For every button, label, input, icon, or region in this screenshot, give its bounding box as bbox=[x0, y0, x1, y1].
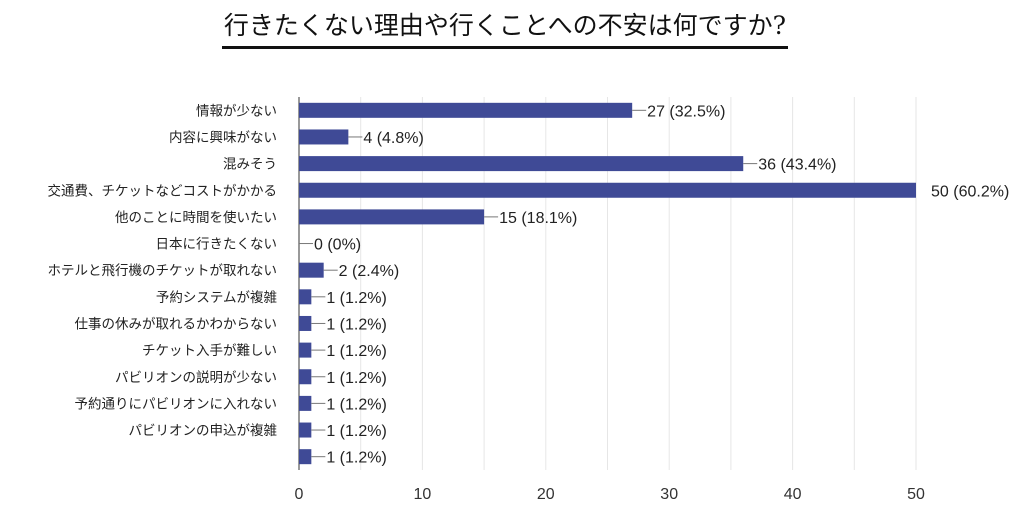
bar bbox=[299, 129, 349, 145]
data-label: 15 (18.1%) bbox=[499, 210, 577, 227]
data-label: 2 (2.4%) bbox=[339, 263, 399, 280]
category-label: 予約システムが複雑 bbox=[156, 289, 277, 306]
data-label: 1 (1.2%) bbox=[326, 396, 386, 413]
bar bbox=[299, 449, 312, 465]
bar bbox=[299, 289, 312, 305]
data-label: 1 (1.2%) bbox=[326, 290, 386, 307]
category-label: 他のことに時間を使いたい bbox=[115, 209, 277, 226]
bar bbox=[299, 315, 312, 331]
category-label: パビリオンの説明が少ない bbox=[115, 370, 277, 386]
data-label: 1 (1.2%) bbox=[326, 450, 386, 467]
category-label: 情報が少ない bbox=[196, 103, 277, 119]
bar bbox=[299, 102, 633, 118]
category-label: 混みそう bbox=[223, 157, 277, 173]
category-label: パビリオンの申込が複雑 bbox=[129, 422, 278, 439]
bar bbox=[299, 422, 312, 438]
bar bbox=[299, 182, 916, 198]
category-label: チケット入手が難しい bbox=[142, 343, 277, 359]
chart-title-text: 行きたくない理由や行くことへの不安は何ですか? bbox=[221, 6, 789, 49]
x-tick-label: 30 bbox=[660, 486, 678, 503]
x-tick-label: 10 bbox=[414, 486, 432, 503]
data-label: 1 (1.2%) bbox=[326, 316, 386, 333]
data-label: 1 (1.2%) bbox=[326, 343, 386, 360]
bar bbox=[299, 369, 312, 385]
category-label: 日本に行きたくない bbox=[156, 237, 278, 253]
category-label: ホテルと飛行機のチケットが取れない bbox=[48, 263, 278, 279]
data-label: 4 (4.8%) bbox=[363, 130, 423, 147]
bar bbox=[299, 262, 324, 278]
category-label: 仕事の休みが取れるかわからない bbox=[75, 316, 278, 332]
category-label: 交通費、チケットなどコストがかかる bbox=[48, 182, 278, 199]
data-label: 1 (1.2%) bbox=[326, 423, 386, 440]
chart-title: 行きたくない理由や行くことへの不安は何ですか? bbox=[0, 6, 1010, 49]
data-label: 36 (43.4%) bbox=[758, 157, 836, 174]
category-label: 内容に興味がない bbox=[169, 129, 277, 146]
bar bbox=[299, 342, 312, 358]
x-tick-label: 0 bbox=[295, 486, 304, 503]
x-tick-label: 50 bbox=[907, 486, 925, 503]
bar bbox=[299, 209, 485, 225]
category-label: 予約通りにパビリオンに入れない bbox=[75, 396, 278, 412]
data-label: 27 (32.5%) bbox=[647, 103, 725, 120]
bar bbox=[299, 395, 312, 411]
data-label: 1 (1.2%) bbox=[326, 370, 386, 387]
bar bbox=[299, 156, 744, 172]
data-label: 50 (60.2%) bbox=[931, 183, 1009, 200]
data-label: 0 (0%) bbox=[314, 237, 361, 254]
x-tick-label: 40 bbox=[784, 486, 802, 503]
x-tick-label: 20 bbox=[537, 486, 555, 503]
